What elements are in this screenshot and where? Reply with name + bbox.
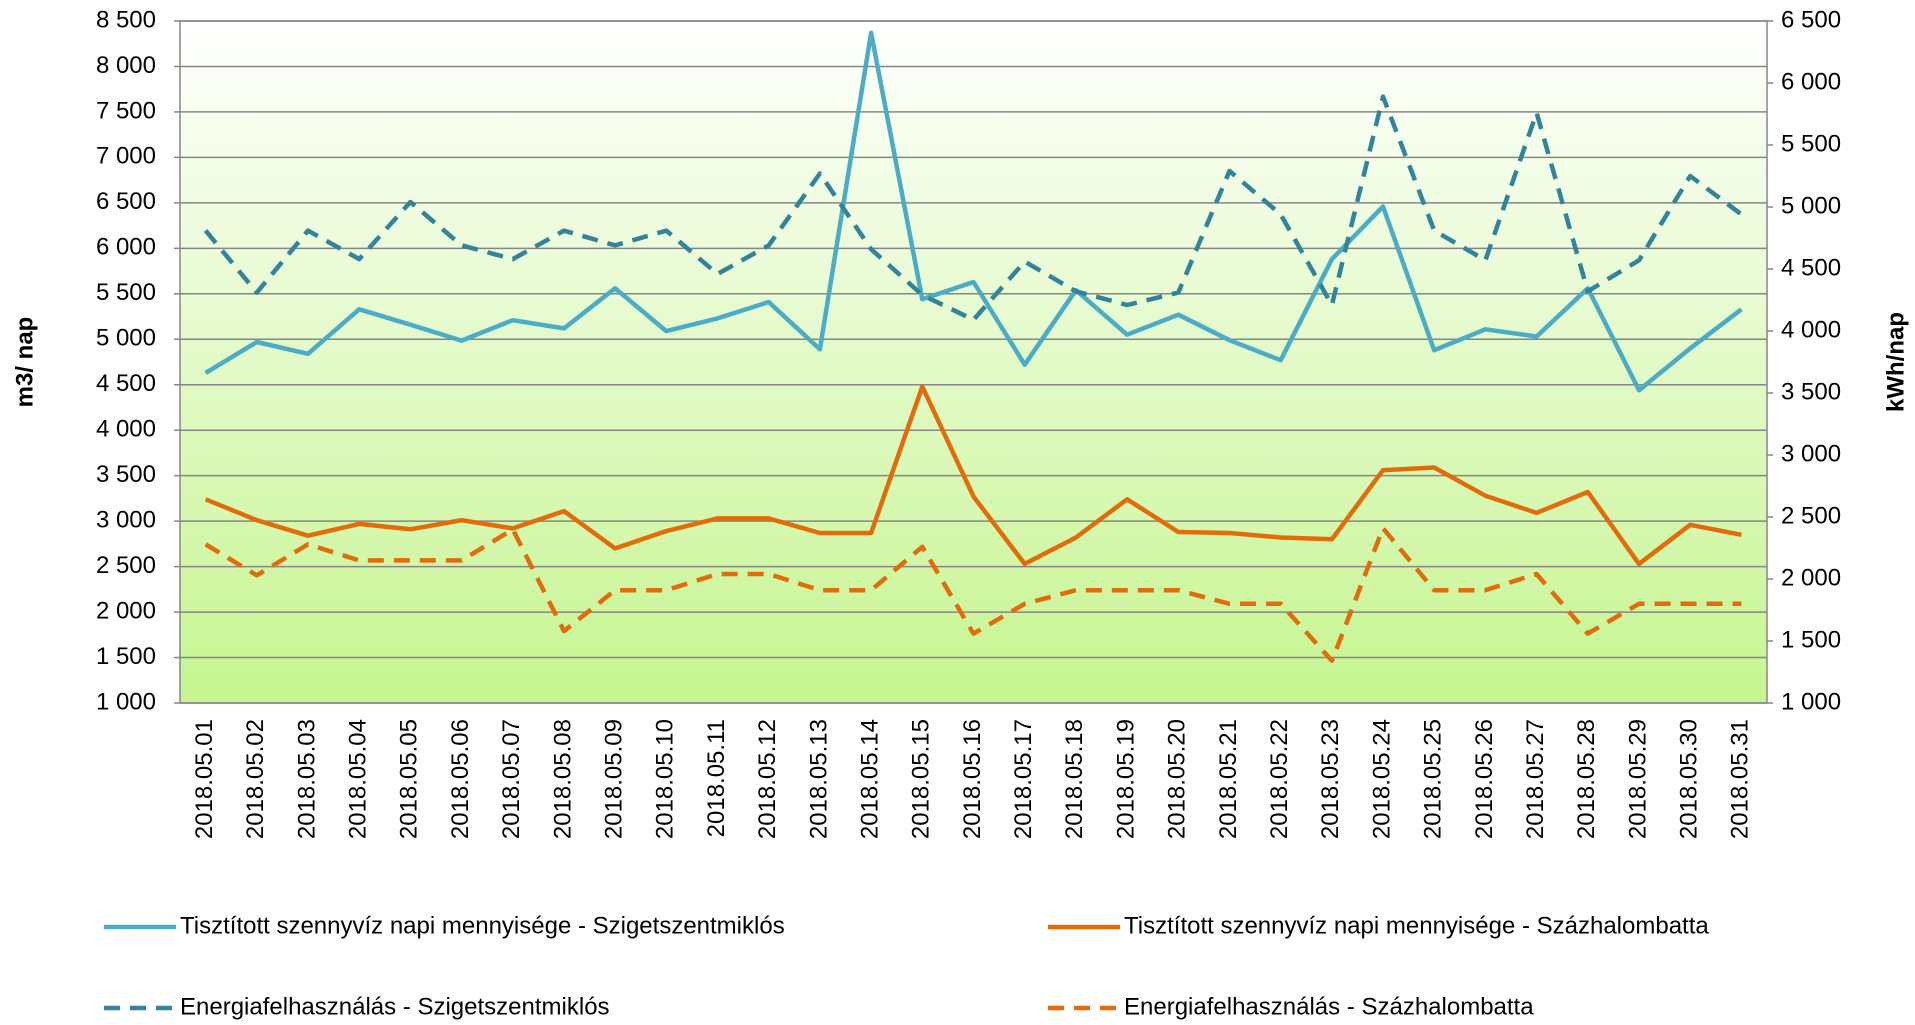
y-tick-label: 2 500 [96,552,156,579]
y2-tick-label: 1 500 [1781,626,1841,653]
x-tick-label: 2018.05.24 [1368,719,1395,839]
x-tick-label: 2018.05.29 [1624,719,1651,839]
x-tick-label: 2018.05.26 [1471,719,1498,839]
legend-item: Tisztított szennyvíz napi mennyisége - S… [1048,912,1709,939]
legend-item: Energiafelhasználás - Szigetszentmiklós [104,993,610,1020]
x-tick-label: 2018.05.28 [1573,719,1600,839]
x-tick-label: 2018.05.04 [345,719,372,839]
y2-tick-label: 5 500 [1781,130,1841,157]
x-tick-label: 2018.05.01 [191,719,218,839]
legend-label: Energiafelhasználás - Szigetszentmiklós [180,993,610,1020]
y2-tick-label: 4 500 [1781,254,1841,281]
y-tick-label: 7 500 [96,97,156,124]
y-tick-label: 4 500 [96,370,156,397]
legend-item: Tisztított szennyvíz napi mennyisége - S… [104,912,785,939]
legend-label: Tisztított szennyvíz napi mennyisége - S… [180,912,785,939]
plot-area [179,20,1768,704]
y-axis-title: m3/ nap [11,317,38,408]
x-tick-label: 2018.05.07 [498,719,525,839]
x-tick-label: 2018.05.08 [549,719,576,839]
y-tick-label: 3 000 [96,506,156,533]
x-tick-label: 2018.05.20 [1164,719,1191,839]
y-tick-label: 8 000 [96,52,156,79]
x-tick-label: 2018.05.19 [1112,719,1139,839]
y-tick-label: 6 500 [96,188,156,215]
legend-item: Energiafelhasználás - Százhalombatta [1048,993,1534,1020]
y2-tick-label: 6 000 [1781,68,1841,95]
y-tick-label: 4 000 [96,416,156,443]
y2-tick-label: 1 000 [1781,688,1841,715]
y2-tick-label: 3 500 [1781,378,1841,405]
y-tick-label: 1 000 [96,688,156,715]
x-tick-label: 2018.05.22 [1266,719,1293,839]
x-tick-label: 2018.05.17 [1010,719,1037,839]
x-tick-label: 2018.05.06 [447,719,474,839]
y-tick-label: 2 000 [96,597,156,624]
x-tick-label: 2018.05.09 [600,719,627,839]
y2-tick-label: 3 000 [1781,440,1841,467]
x-tick-label: 2018.05.27 [1522,719,1549,839]
y2-tick-label: 2 000 [1781,564,1841,591]
x-tick-label: 2018.05.16 [959,719,986,839]
y2-tick-label: 4 000 [1781,316,1841,343]
x-tick-label: 2018.05.21 [1215,719,1242,839]
x-tick-label: 2018.05.02 [242,719,269,839]
x-tick-label: 2018.05.15 [908,719,935,839]
x-tick-label: 2018.05.10 [652,719,679,839]
y2-tick-label: 2 500 [1781,502,1841,529]
legend-label: Tisztított szennyvíz napi mennyisége - S… [1124,912,1709,939]
y-tick-label: 1 500 [96,643,156,670]
x-tick-label: 2018.05.25 [1420,719,1447,839]
x-tick-label: 2018.05.11 [703,719,730,837]
legend-label: Energiafelhasználás - Százhalombatta [1124,993,1534,1020]
x-tick-label: 2018.05.13 [805,719,832,839]
y2-axis-title: kWh/nap [1882,312,1909,412]
x-tick-label: 2018.05.23 [1317,719,1344,839]
y2-tick-label: 5 000 [1781,192,1841,219]
series-line [204,384,1742,567]
x-tick-label: 2018.05.18 [1061,719,1088,839]
y-tick-label: 8 500 [96,6,156,33]
y-tick-label: 3 500 [96,461,156,488]
x-tick-label: 2018.05.05 [396,719,423,839]
x-tick-label: 2018.05.14 [856,719,883,839]
series-line [204,525,1742,664]
x-tick-label: 2018.05.30 [1676,719,1703,839]
x-tick-label: 2018.05.03 [293,719,320,839]
y-tick-label: 5 500 [96,279,156,306]
x-tick-label: 2018.05.12 [754,719,781,839]
y2-tick-label: 6 500 [1781,6,1841,33]
series-line [204,30,1743,393]
y-tick-label: 7 000 [96,143,156,170]
y-tick-label: 6 000 [96,234,156,261]
x-tick-label: 2018.05.31 [1727,719,1754,839]
y-tick-label: 5 000 [96,325,156,352]
